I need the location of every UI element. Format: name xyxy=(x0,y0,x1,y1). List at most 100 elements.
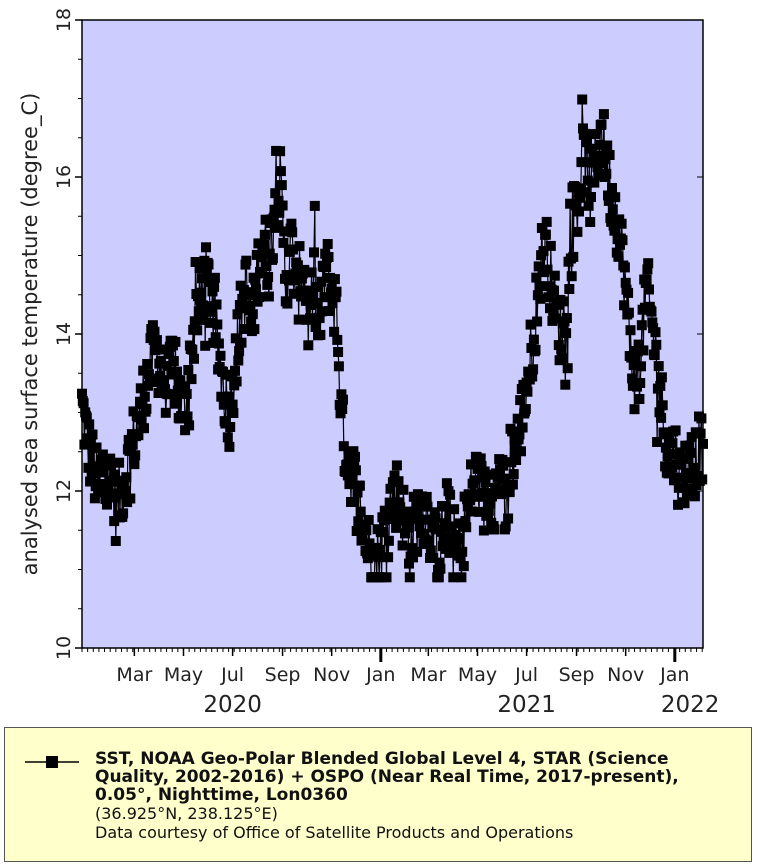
data-point-marker xyxy=(530,344,541,355)
data-point-marker xyxy=(178,382,189,392)
data-point-marker xyxy=(466,459,476,470)
data-point-marker xyxy=(99,460,110,471)
series-layer xyxy=(77,94,708,583)
data-point-marker xyxy=(433,572,444,583)
data-point-marker xyxy=(293,314,304,325)
data-point-marker xyxy=(561,328,572,339)
data-point-marker xyxy=(484,498,495,509)
data-point-marker xyxy=(545,303,555,314)
data-point-marker xyxy=(223,391,234,402)
data-point-marker xyxy=(455,553,466,564)
data-point-marker xyxy=(602,140,613,151)
data-point-marker xyxy=(98,467,109,478)
data-point-marker xyxy=(478,525,489,536)
data-point-marker xyxy=(438,533,449,544)
data-point-marker xyxy=(181,388,192,399)
data-point-marker xyxy=(230,365,240,376)
data-point-marker xyxy=(270,188,281,199)
data-point-marker xyxy=(389,470,400,481)
data-point-marker xyxy=(106,460,116,471)
data-point-marker xyxy=(500,521,511,532)
data-point-marker xyxy=(667,438,678,449)
data-point-marker xyxy=(398,484,409,495)
data-point-marker xyxy=(194,263,205,274)
data-point-marker xyxy=(373,552,384,563)
data-point-marker xyxy=(118,479,129,490)
data-point-marker xyxy=(586,143,597,154)
data-point-marker xyxy=(451,544,462,555)
data-point-marker xyxy=(350,465,361,476)
data-point-marker xyxy=(311,282,322,292)
data-point-marker xyxy=(129,459,140,470)
data-point-marker xyxy=(347,474,358,485)
data-point-marker xyxy=(440,501,451,512)
data-point-marker xyxy=(383,552,394,563)
data-point-marker xyxy=(652,437,663,447)
y-axis-title: analysed sea surface temperature (degree… xyxy=(18,93,43,576)
data-point-marker xyxy=(331,286,342,297)
data-point-marker xyxy=(168,356,179,366)
data-point-marker xyxy=(184,420,195,431)
data-point-marker xyxy=(654,407,665,418)
data-point-marker xyxy=(616,218,627,229)
data-point-marker xyxy=(192,325,203,336)
data-point-marker xyxy=(387,477,398,488)
data-point-marker xyxy=(607,183,617,193)
data-point-marker xyxy=(85,476,96,487)
data-point-marker xyxy=(364,538,375,549)
data-point-marker xyxy=(549,270,560,281)
data-point-marker xyxy=(593,170,604,181)
data-point-marker xyxy=(130,450,141,461)
data-point-marker xyxy=(400,528,410,539)
data-point-marker xyxy=(516,446,526,457)
data-point-marker xyxy=(642,264,653,275)
data-point-marker xyxy=(183,365,194,375)
data-point-marker xyxy=(656,412,667,423)
data-point-marker xyxy=(681,468,692,479)
data-point-marker xyxy=(625,325,636,336)
data-point-marker xyxy=(303,340,314,351)
data-point-marker xyxy=(231,376,242,387)
data-point-marker xyxy=(660,442,671,453)
data-point-marker xyxy=(308,288,319,299)
data-point-marker xyxy=(125,493,136,504)
data-point-marker xyxy=(120,487,131,498)
data-point-marker xyxy=(489,524,500,535)
data-point-marker xyxy=(127,439,138,450)
data-point-marker xyxy=(685,447,696,458)
data-point-marker xyxy=(457,546,468,557)
data-point-marker xyxy=(607,204,618,215)
data-point-marker xyxy=(660,461,671,472)
data-point-marker xyxy=(323,252,334,262)
data-point-marker xyxy=(289,275,300,286)
data-point-marker xyxy=(228,408,239,418)
data-point-marker xyxy=(557,352,567,363)
data-point-marker xyxy=(279,226,290,237)
data-point-marker xyxy=(282,298,293,309)
data-point-marker xyxy=(255,268,266,279)
data-point-marker xyxy=(391,460,402,471)
data-point-marker xyxy=(514,429,525,440)
data-point-marker xyxy=(610,192,621,203)
data-point-marker xyxy=(558,296,569,307)
data-point-marker xyxy=(695,428,706,439)
data-point-marker xyxy=(135,383,146,394)
data-point-marker xyxy=(527,371,538,382)
data-point-marker xyxy=(674,447,685,458)
data-point-marker xyxy=(234,346,245,357)
data-point-marker xyxy=(528,334,539,345)
data-point-marker xyxy=(362,553,373,564)
data-point-marker xyxy=(515,395,526,406)
data-point-marker xyxy=(492,472,503,483)
data-point-marker xyxy=(200,340,211,351)
data-point-marker xyxy=(677,482,688,493)
data-point-marker xyxy=(381,572,392,583)
data-point-marker xyxy=(412,546,423,557)
data-point-marker xyxy=(89,493,100,504)
data-point-marker xyxy=(379,505,390,516)
data-point-marker xyxy=(91,442,102,453)
x-year-label: 2020 xyxy=(203,692,262,718)
data-point-marker xyxy=(535,293,546,304)
data-point-marker xyxy=(139,423,149,434)
data-point-marker xyxy=(259,229,270,240)
